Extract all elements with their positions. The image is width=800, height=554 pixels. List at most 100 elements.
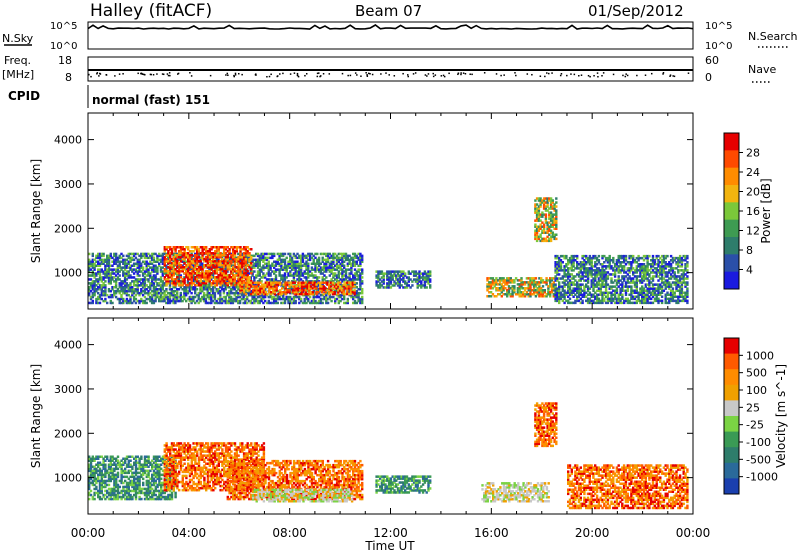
heatmap-cell (140, 252, 143, 256)
nave-dot (442, 74, 445, 77)
heatmap-cell (174, 252, 177, 256)
heatmap-cell (346, 297, 349, 301)
heatmap-cell (238, 268, 242, 271)
heatmap-cell (98, 272, 102, 275)
heatmap-cell (224, 299, 227, 303)
heatmap-cell (210, 266, 213, 269)
heatmap-cell (106, 256, 109, 260)
heatmap-cell (192, 278, 195, 281)
heatmap-cell (168, 295, 172, 299)
heatmap-cell (192, 295, 195, 299)
heatmap-cell (95, 256, 98, 260)
heatmap-cell (353, 289, 356, 292)
heatmap-cell (143, 270, 147, 273)
heatmap-cell (235, 289, 238, 293)
heatmap-cell (186, 282, 190, 285)
heatmap-cell (88, 301, 91, 305)
heatmap-cell (361, 276, 364, 279)
heatmap-cell (109, 272, 112, 275)
heatmap-cell (194, 262, 197, 265)
heatmap-cell (233, 293, 236, 297)
heatmap-cell (554, 283, 557, 286)
heatmap-cell (150, 293, 154, 297)
heatmap-cell (168, 270, 172, 273)
heatmap-cell (186, 289, 190, 293)
heatmap-cell (113, 254, 116, 258)
heatmap-cell (134, 268, 138, 271)
heatmap-cell (122, 254, 125, 258)
heatmap-cell (127, 266, 130, 269)
heatmap-cell (122, 286, 125, 289)
heatmap-cell (208, 293, 211, 297)
heatmap-cell (197, 254, 200, 258)
heatmap-cell (143, 288, 147, 291)
nave-dot (515, 74, 517, 77)
heatmap-cell (176, 295, 179, 299)
heatmap-cell (156, 258, 159, 262)
nave-dot (88, 73, 90, 76)
heatmap-cell (102, 293, 105, 297)
heatmap-cell (168, 284, 172, 287)
heatmap-cell (197, 272, 200, 275)
heatmap-cell (178, 280, 181, 283)
nave-dot (266, 75, 268, 78)
nave-dot (578, 75, 580, 77)
heatmap-cell (109, 301, 112, 305)
heatmap-cell (122, 266, 125, 269)
heatmap-cell (174, 272, 177, 275)
heatmap-cell (248, 252, 251, 255)
heatmap-cell (149, 276, 152, 279)
heatmap-cell (138, 260, 141, 263)
heatmap-cell (158, 252, 161, 256)
nave-dot (189, 72, 191, 74)
heatmap-cell (333, 291, 336, 294)
heatmap-cell (88, 258, 91, 262)
heatmap-cell (127, 256, 130, 260)
heatmap-cell (102, 260, 105, 263)
nave-dot (349, 74, 352, 77)
heatmap-cell (102, 254, 105, 258)
heatmap-cell (233, 266, 236, 269)
heatmap-cell (152, 274, 156, 277)
heatmap-cell (202, 284, 206, 287)
heatmap-cell (215, 258, 218, 262)
heatmap-cell (194, 252, 197, 256)
heatmap-cell (185, 260, 188, 263)
heatmap-cell (165, 268, 168, 271)
heatmap-cell (231, 301, 235, 305)
nsky-right-bottom: 10^0 (705, 41, 732, 52)
heatmap-cell (174, 286, 177, 289)
heatmap-cell (106, 258, 109, 262)
heatmap-cell (231, 282, 235, 285)
nave-label: Nave (748, 63, 776, 76)
heatmap-cell (159, 280, 163, 283)
heatmap-cell (229, 291, 233, 295)
nave-dot (169, 74, 171, 77)
heatmap-cell (597, 259, 601, 262)
heatmap-cell (131, 268, 134, 271)
nave-dot (624, 75, 627, 78)
heatmap-cell (158, 262, 161, 265)
heatmap-cell (612, 256, 615, 260)
heatmap-cell (156, 260, 159, 263)
heatmap-cell (161, 252, 164, 256)
heatmap-cell (109, 256, 112, 260)
heatmap-cell (102, 258, 105, 262)
heatmap-cell (231, 264, 235, 267)
heatmap-cell (250, 256, 253, 259)
heatmap-cell (211, 272, 215, 275)
heatmap-cell (179, 274, 182, 277)
heatmap-cell (176, 264, 179, 267)
heatmap-cell (114, 256, 118, 260)
heatmap-cell (229, 297, 233, 301)
heatmap-cell (97, 286, 100, 289)
heatmap-cell (251, 295, 254, 299)
nave-dot (526, 73, 529, 75)
heatmap-cell (226, 274, 229, 277)
heatmap-cell (123, 276, 127, 279)
heatmap-cell (159, 284, 163, 287)
nave-dot (156, 73, 158, 75)
heatmap-cell (107, 288, 111, 291)
heatmap-cell (123, 266, 127, 269)
heatmap-cell (95, 260, 98, 263)
